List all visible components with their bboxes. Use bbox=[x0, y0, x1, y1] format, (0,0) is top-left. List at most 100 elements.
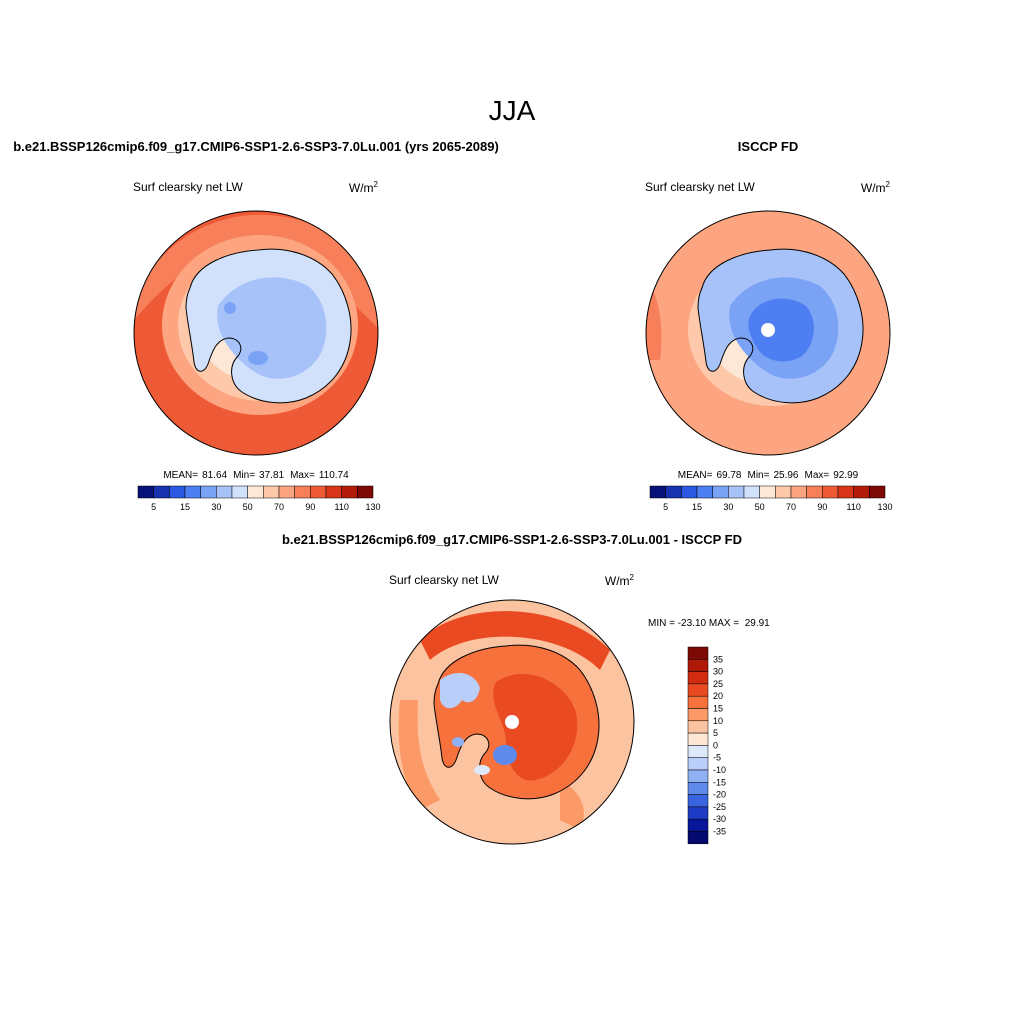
colorbar-tick-label: 30 bbox=[211, 502, 221, 512]
colorbar-tick-label: 5 bbox=[663, 502, 668, 512]
colorbar-swatch bbox=[231, 485, 248, 499]
colorbar-swatch bbox=[687, 745, 709, 758]
colorbar-swatch bbox=[687, 757, 709, 771]
colorbar-swatch bbox=[790, 485, 807, 499]
panel-model: b.e21.BSSP126cmip6.f09_g17.CMIP6-SSP1-2.… bbox=[13, 139, 499, 512]
colorbar-swatch bbox=[294, 485, 311, 499]
colorbar-tick-label: 15 bbox=[180, 502, 190, 512]
colorbar-swatch bbox=[837, 485, 854, 499]
panel-title: b.e21.BSSP126cmip6.f09_g17.CMIP6-SSP1-2.… bbox=[13, 139, 499, 154]
colorbar-tick-label: 90 bbox=[817, 502, 827, 512]
colorbar-swatch bbox=[687, 695, 709, 709]
colorbar-swatch bbox=[759, 485, 776, 499]
colorbar-tick-label: 15 bbox=[713, 704, 723, 714]
colorbar-tick-label: -15 bbox=[713, 777, 726, 787]
colorbar-tick-label: -30 bbox=[713, 814, 726, 824]
colorbar-swatch bbox=[853, 485, 870, 499]
map-obs bbox=[646, 211, 890, 455]
colorbar-swatch bbox=[822, 485, 839, 499]
colorbar-swatch bbox=[263, 485, 280, 499]
colorbar-swatch bbox=[665, 485, 682, 499]
map-model bbox=[134, 211, 378, 455]
colorbar-tick-label: 30 bbox=[723, 502, 733, 512]
colorbar-swatch bbox=[687, 720, 709, 734]
colorbar-swatch bbox=[696, 485, 713, 499]
panel-title: b.e21.BSSP126cmip6.f09_g17.CMIP6-SSP1-2.… bbox=[282, 532, 742, 547]
colorbar-swatch bbox=[806, 485, 823, 499]
colorbar-swatch bbox=[687, 732, 709, 746]
colorbar-swatch bbox=[153, 485, 170, 499]
colorbar-swatch bbox=[687, 683, 709, 697]
colorbar-swatch bbox=[184, 485, 201, 499]
colorbar-swatch bbox=[775, 485, 792, 499]
units-label: W/m2 bbox=[861, 180, 891, 195]
panel-obs: ISCCP FD Surf clearsky net LW W/m2 MEAN=… bbox=[645, 139, 893, 512]
colorbar-swatch bbox=[687, 708, 709, 722]
colorbar-tick-label: 15 bbox=[692, 502, 702, 512]
colorbar-tick-label: 130 bbox=[365, 502, 380, 512]
colorbar-swatch bbox=[649, 485, 666, 499]
colorbar-swatch bbox=[687, 671, 709, 685]
colorbar-swatch bbox=[687, 818, 709, 832]
colorbar-tick-label: 70 bbox=[274, 502, 284, 512]
panel-title: ISCCP FD bbox=[738, 139, 798, 154]
colorbar-swatch bbox=[357, 485, 374, 499]
colorbar-diff: 35 30 25 20 15 10 5 0 -5 -10 -15 -20 -25 -30 -35 bbox=[687, 646, 726, 845]
colorbar-swatch bbox=[247, 485, 264, 499]
colorbar-tick-label: 5 bbox=[151, 502, 156, 512]
colorbar-swatch bbox=[137, 485, 154, 499]
colorbar-tick-label: 110 bbox=[334, 502, 348, 512]
units-label: W/m2 bbox=[349, 180, 379, 195]
colorbar-obs: 5 15 30 50 70 90 110 130 bbox=[649, 485, 893, 512]
figure-title: JJA bbox=[489, 95, 536, 126]
colorbar-swatch bbox=[687, 646, 709, 660]
colorbar-swatch bbox=[687, 782, 709, 795]
variable-label: Surf clearsky net LW bbox=[389, 573, 499, 587]
colorbar-swatch bbox=[681, 485, 698, 499]
colorbar-swatch bbox=[687, 794, 709, 808]
colorbar-tick-label: 0 bbox=[713, 740, 718, 750]
colorbar-swatch bbox=[869, 485, 886, 499]
colorbar-tick-label: -10 bbox=[713, 765, 726, 775]
colorbar-swatch bbox=[728, 485, 745, 499]
colorbar-swatch bbox=[687, 831, 709, 845]
colorbar-tick-label: 5 bbox=[713, 728, 718, 738]
colorbar-tick-label: 20 bbox=[713, 691, 723, 701]
colorbar-tick-label: -20 bbox=[713, 790, 726, 800]
colorbar-swatch bbox=[687, 659, 709, 672]
colorbar-swatch bbox=[341, 485, 358, 499]
colorbar-tick-label: 50 bbox=[755, 502, 765, 512]
colorbar-swatch bbox=[200, 485, 217, 499]
variable-label: Surf clearsky net LW bbox=[133, 180, 243, 194]
variable-label: Surf clearsky net LW bbox=[645, 180, 755, 194]
colorbar-tick-label: 30 bbox=[713, 667, 723, 677]
colorbar-tick-label: -5 bbox=[713, 753, 721, 763]
colorbar-tick-label: 110 bbox=[846, 502, 860, 512]
colorbar-tick-label: 25 bbox=[713, 679, 723, 689]
colorbar-swatch bbox=[712, 485, 729, 499]
colorbar-tick-label: -35 bbox=[713, 827, 726, 837]
units-label: W/m2 bbox=[605, 573, 635, 588]
colorbar-tick-label: 50 bbox=[243, 502, 253, 512]
colorbar-swatch bbox=[743, 485, 760, 499]
stats-line: MEAN= 69.78 Min= 25.96 Max= 92.99 bbox=[678, 470, 859, 481]
colorbar-tick-label: 10 bbox=[713, 716, 723, 726]
minmax-label: MIN = -23.10 MAX = 29.91 bbox=[648, 618, 770, 629]
colorbar-tick-label: 130 bbox=[877, 502, 892, 512]
colorbar-tick-label: -25 bbox=[713, 802, 726, 812]
colorbar-model: 5 15 30 50 70 90 110 130 bbox=[137, 485, 381, 512]
colorbar-swatch bbox=[325, 485, 342, 499]
panel-diff: b.e21.BSSP126cmip6.f09_g17.CMIP6-SSP1-2.… bbox=[282, 532, 770, 845]
colorbar-tick-label: 90 bbox=[305, 502, 315, 512]
colorbar-swatch bbox=[687, 806, 709, 820]
colorbar-swatch bbox=[278, 485, 295, 499]
map-diff bbox=[390, 600, 634, 844]
colorbar-swatch bbox=[216, 485, 233, 499]
colorbar-tick-label: 35 bbox=[713, 654, 723, 664]
colorbar-swatch bbox=[687, 769, 709, 783]
colorbar-swatch bbox=[169, 485, 186, 499]
stats-line: MEAN= 81.64 Min= 37.81 Max= 110.74 bbox=[163, 470, 349, 481]
colorbar-swatch bbox=[310, 485, 327, 499]
colorbar-tick-label: 70 bbox=[786, 502, 796, 512]
